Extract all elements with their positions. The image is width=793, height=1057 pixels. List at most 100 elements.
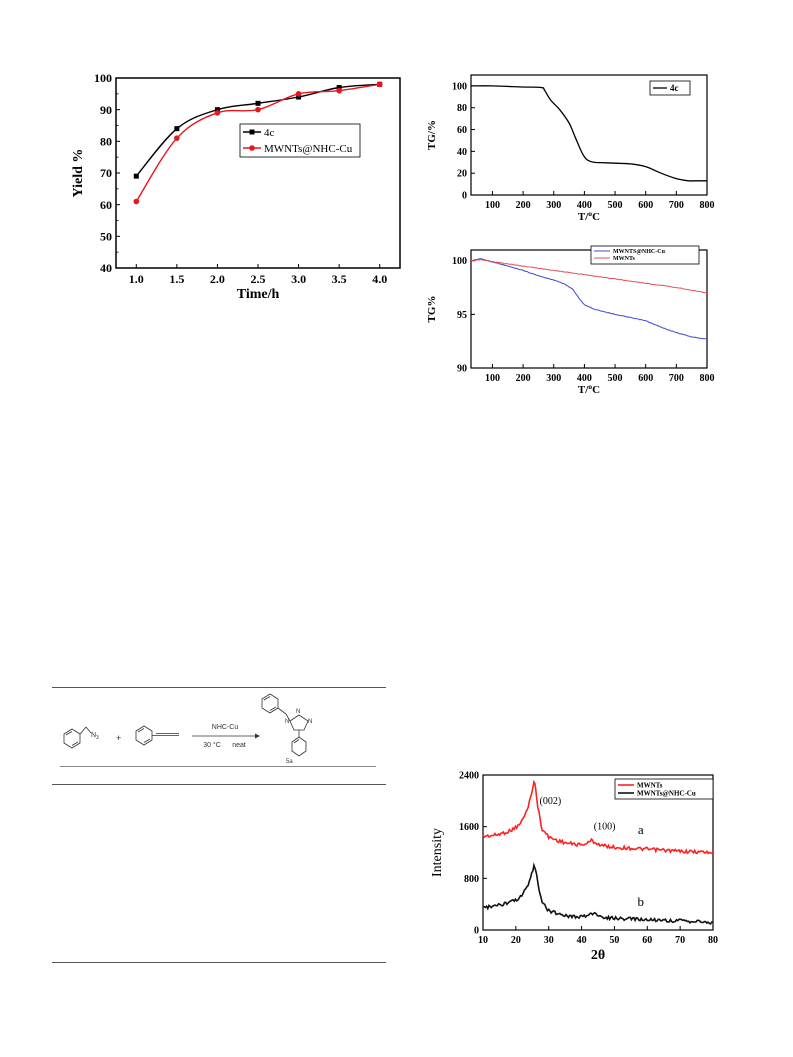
n1-atom: N: [285, 719, 289, 725]
y-tick-label: 95: [457, 310, 467, 321]
legend-box: [649, 80, 691, 96]
y-tick-label: 100: [94, 71, 112, 85]
series-line-0: [482, 779, 714, 855]
legend-box: [614, 778, 714, 800]
series-line-1: [482, 862, 714, 925]
yield-time-chart: 1.0 1.5 2.0 2.5 3.0 3.5 4.0 40 50 60 70 80 90 100 Time…: [71, 71, 401, 302]
x-tick-label: 200: [516, 200, 531, 211]
x-tick-label: 400: [577, 373, 592, 384]
legend-label: MWNTs: [613, 256, 635, 262]
x-tick-label: 800: [700, 373, 715, 384]
x-axis-label: T/oC: [578, 382, 600, 396]
data-point: [376, 81, 383, 88]
y-tick-label: 0: [462, 191, 467, 202]
table-scheme-rule: [60, 766, 376, 767]
data-point: [133, 198, 140, 205]
data-point: [336, 85, 342, 90]
x-tick-label: 500: [608, 200, 623, 211]
phenylacetylene-structure: [135, 725, 179, 746]
legend-label: 4c: [670, 83, 679, 93]
y-tick-label: 20: [457, 169, 467, 180]
y-tick-label: 100: [452, 81, 467, 92]
tg-mwnts-chart: 100 200 300 400 500 600 700 800 90 95 100 T/oC TG% MW…: [426, 245, 715, 396]
y-tick-label: 60: [457, 125, 467, 136]
x-tick-label: 1.0: [129, 272, 144, 286]
plot-frame: [115, 77, 401, 269]
x-tick-label: 300: [546, 200, 561, 211]
x-tick-label: 70: [675, 935, 685, 946]
n3-atom: N: [308, 719, 312, 725]
table-top-rule: [52, 687, 386, 688]
x-tick-label: 600: [638, 373, 653, 384]
y-tick-label: 80: [100, 135, 112, 149]
plot-frame: [470, 74, 708, 196]
legend-box: [239, 123, 361, 158]
legend-label: MWNTs@NHC-Cu: [264, 143, 353, 155]
plus-sign: +: [116, 733, 121, 743]
x-tick-label: 20: [511, 935, 521, 946]
y-axis-label: TG%: [426, 296, 438, 323]
x-tick-label: 30: [544, 935, 554, 946]
x-tick-label: 4.0: [372, 272, 387, 286]
x-axis-label: 2θ: [591, 948, 605, 963]
triazole-product-structure: [261, 693, 309, 757]
x-tick-label: 800: [700, 200, 715, 211]
benzyl-azide-structure: N 3: [63, 726, 99, 749]
temperature-label: 30 °C: [203, 741, 221, 749]
y-tick-label: 1600: [459, 822, 479, 833]
x-tick-label: 200: [516, 373, 531, 384]
x-tick-label: 700: [669, 373, 684, 384]
x-tick-label: 1.5: [169, 272, 184, 286]
y-axis-label: Intensity: [430, 828, 445, 877]
y-tick-label: 800: [464, 874, 479, 885]
x-tick-label: 2.5: [251, 272, 266, 286]
x-tick-label: 600: [638, 200, 653, 211]
y-tick-label: 50: [100, 230, 112, 244]
legend-marker: [249, 145, 255, 151]
data-point: [214, 110, 221, 116]
data-point: [336, 87, 342, 94]
y-tick-label: 2400: [459, 771, 479, 782]
annotation-label: a: [638, 822, 644, 837]
x-axis-label: T/oC: [578, 209, 600, 223]
data-point: [214, 107, 220, 113]
legend-label: 4c: [264, 127, 275, 139]
x-axis-label: Time/h: [237, 287, 280, 302]
y-axis-label: Yield %: [71, 149, 86, 198]
x-tick-label: 100: [485, 200, 500, 211]
series-line-0: [470, 258, 708, 340]
x-tick-label: 500: [608, 373, 623, 384]
y-tick-label: 70: [100, 166, 112, 180]
series-line-0: [470, 85, 707, 182]
x-tick-label: 100: [485, 373, 500, 384]
svg-text:N: N: [91, 732, 96, 739]
plot-frame: [470, 249, 708, 369]
y-tick-label: 80: [457, 103, 467, 114]
legend-label: MWNTs@NHC-Cu: [637, 789, 696, 797]
y-tick-label: 90: [100, 103, 112, 117]
y-tick-label: 40: [457, 147, 467, 158]
x-tick-label: 80: [708, 935, 718, 946]
y-tick-label: 0: [474, 926, 479, 937]
y-tick-label: 40: [100, 261, 112, 275]
data-point: [255, 106, 261, 113]
tg-4c-chart: 100 200 300 400 500 600 700 800 0 20 40 60 80 100 T/oC…: [426, 74, 715, 223]
x-tick-label: 700: [669, 200, 684, 211]
annotation-label: b: [637, 894, 644, 909]
x-tick-label: 400: [577, 200, 592, 211]
y-tick-label: 90: [457, 364, 467, 375]
x-tick-label: 3.0: [291, 272, 306, 286]
reaction-scheme: N 3 + NHC-Cu 30 °C neat N N N 5a: [63, 693, 312, 765]
data-point: [133, 173, 139, 179]
n2-atom: N: [296, 709, 300, 715]
x-tick-label: 60: [642, 935, 652, 946]
data-point: [174, 135, 180, 141]
product-label: 5a: [286, 759, 293, 765]
table-header-rule: [52, 784, 386, 785]
catalyst-label: NHC-Cu: [212, 724, 239, 731]
condition-label: neat: [232, 742, 246, 749]
legend-label: MWNTs: [637, 781, 663, 789]
series-line-1: [470, 259, 708, 294]
legend-label: MWNTS@NHC-Cu: [613, 249, 666, 255]
y-axis-label: TG/%: [426, 120, 438, 150]
